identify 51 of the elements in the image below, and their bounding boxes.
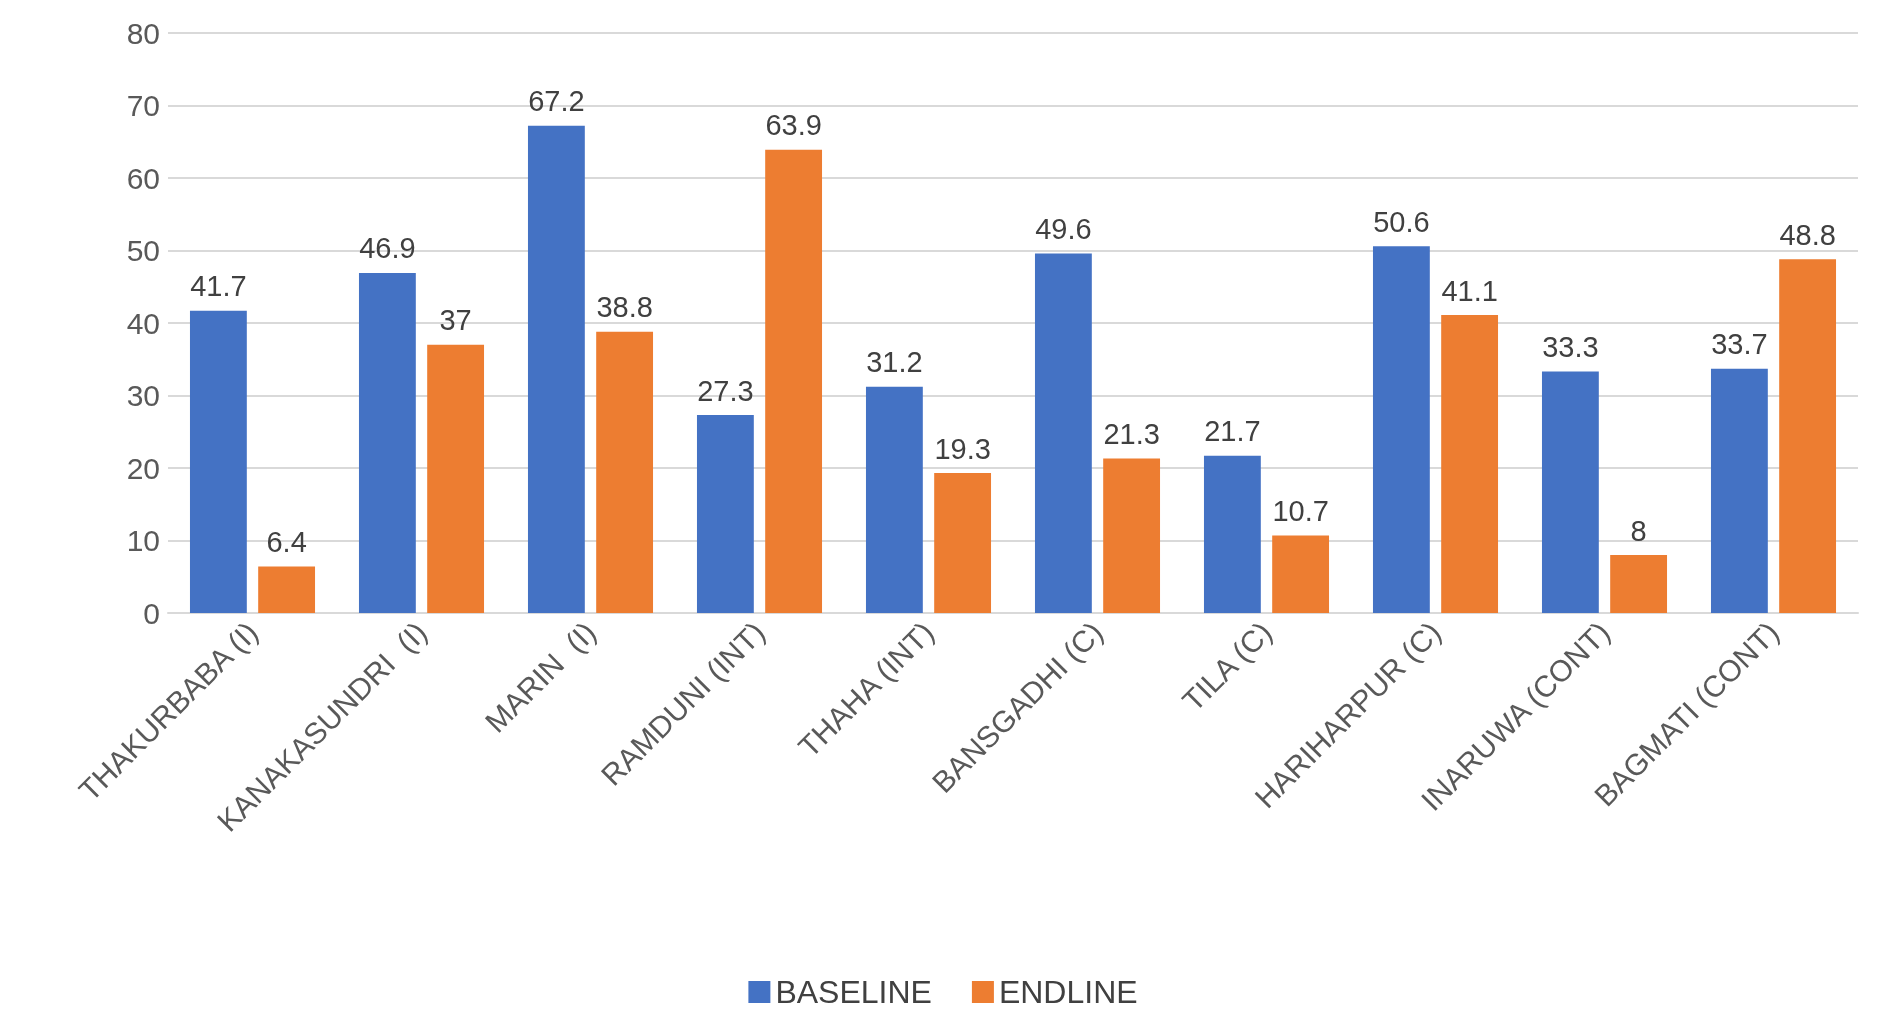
legend-label: ENDLINE: [998, 974, 1138, 1010]
bar: [696, 415, 754, 613]
legend-label: BASELINE: [775, 974, 932, 1010]
bar: [1372, 246, 1430, 613]
data-label: 38.8: [596, 291, 653, 324]
bar: [1203, 455, 1261, 613]
data-label: 50.6: [1373, 205, 1430, 238]
bar: [865, 386, 923, 613]
bar: [1610, 555, 1668, 613]
data-label: 27.3: [697, 374, 754, 407]
bar: [1034, 253, 1092, 613]
data-label: 49.6: [1035, 212, 1092, 245]
data-label: 41.7: [190, 270, 247, 303]
y-tick-label: 20: [126, 451, 160, 485]
data-label: 8: [1630, 514, 1647, 547]
data-label: 46.9: [359, 232, 416, 265]
data-label: 33.3: [1542, 331, 1599, 364]
data-label: 33.7: [1711, 328, 1768, 361]
data-label: 37: [439, 304, 472, 337]
data-label: 10.7: [1272, 494, 1329, 527]
data-label: 67.2: [528, 85, 585, 118]
data-label: 19.3: [934, 432, 991, 465]
data-label: 21.3: [1103, 418, 1160, 451]
y-tick-label: 0: [143, 596, 160, 630]
bar: [934, 473, 992, 613]
data-label: 48.8: [1779, 218, 1836, 251]
y-tick-label: 80: [126, 16, 160, 50]
bar: [358, 272, 416, 613]
y-tick-label: 40: [126, 306, 160, 340]
bar: [1272, 535, 1330, 613]
y-tick-label: 50: [126, 234, 160, 267]
y-tick-label: 70: [126, 89, 160, 122]
data-label: 21.7: [1204, 415, 1261, 448]
bar: [258, 566, 316, 613]
data-label: 63.9: [765, 109, 822, 142]
data-label: 6.4: [266, 526, 307, 559]
bar: [1710, 368, 1768, 613]
bar: [1441, 315, 1499, 613]
y-tick-label: 10: [126, 524, 160, 557]
bar: [765, 149, 823, 613]
y-tick-label: 30: [126, 379, 160, 412]
y-tick-label: 60: [126, 161, 160, 195]
bar: [1541, 371, 1599, 613]
data-label: 41.1: [1441, 274, 1498, 307]
data-label: 31.2: [866, 346, 923, 379]
bar: [527, 125, 585, 613]
bar: [1779, 259, 1837, 613]
bar: [596, 331, 654, 613]
bar: [189, 310, 247, 613]
bar: [427, 344, 485, 613]
bar: [1103, 458, 1161, 613]
